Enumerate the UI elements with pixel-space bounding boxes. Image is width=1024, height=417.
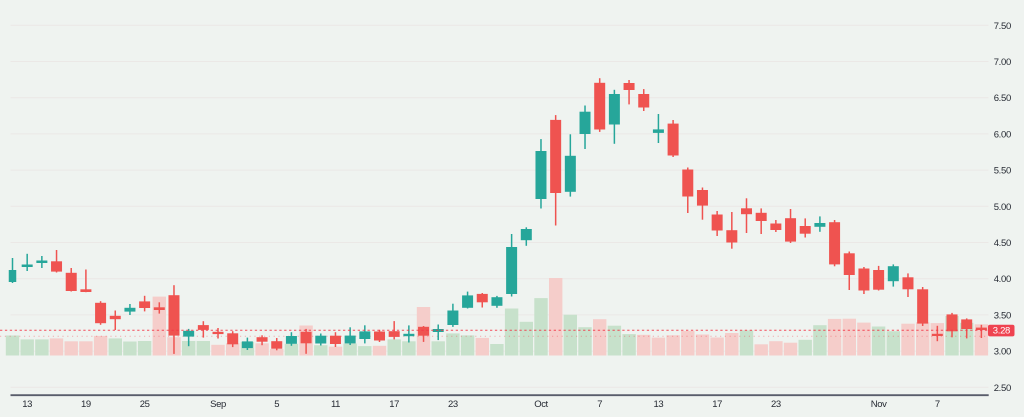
svg-text:6.50: 6.50 xyxy=(994,93,1011,104)
svg-text:3.50: 3.50 xyxy=(994,310,1011,321)
svg-text:13: 13 xyxy=(22,399,32,410)
svg-text:3.00: 3.00 xyxy=(994,347,1011,358)
svg-text:Oct: Oct xyxy=(534,399,548,410)
svg-text:5.50: 5.50 xyxy=(994,166,1011,177)
svg-text:7: 7 xyxy=(597,399,602,410)
svg-text:11: 11 xyxy=(331,399,340,410)
svg-text:19: 19 xyxy=(81,399,91,410)
svg-text:23: 23 xyxy=(771,399,781,410)
svg-text:5: 5 xyxy=(274,399,279,410)
svg-text:7.50: 7.50 xyxy=(994,21,1011,32)
svg-text:7.00: 7.00 xyxy=(994,57,1011,68)
svg-text:7: 7 xyxy=(935,399,940,410)
svg-text:4.00: 4.00 xyxy=(994,274,1011,285)
svg-text:23: 23 xyxy=(448,399,458,410)
svg-text:Sep: Sep xyxy=(210,399,226,410)
svg-text:2.50: 2.50 xyxy=(994,383,1011,394)
svg-text:4.50: 4.50 xyxy=(994,238,1011,249)
svg-text:Nov: Nov xyxy=(871,399,887,410)
svg-text:13: 13 xyxy=(654,399,664,410)
svg-text:6.00: 6.00 xyxy=(994,129,1011,140)
svg-text:25: 25 xyxy=(140,399,150,410)
svg-text:3.28: 3.28 xyxy=(993,326,1010,337)
svg-text:17: 17 xyxy=(712,399,722,410)
svg-text:5.00: 5.00 xyxy=(994,202,1011,213)
svg-text:17: 17 xyxy=(389,399,399,410)
